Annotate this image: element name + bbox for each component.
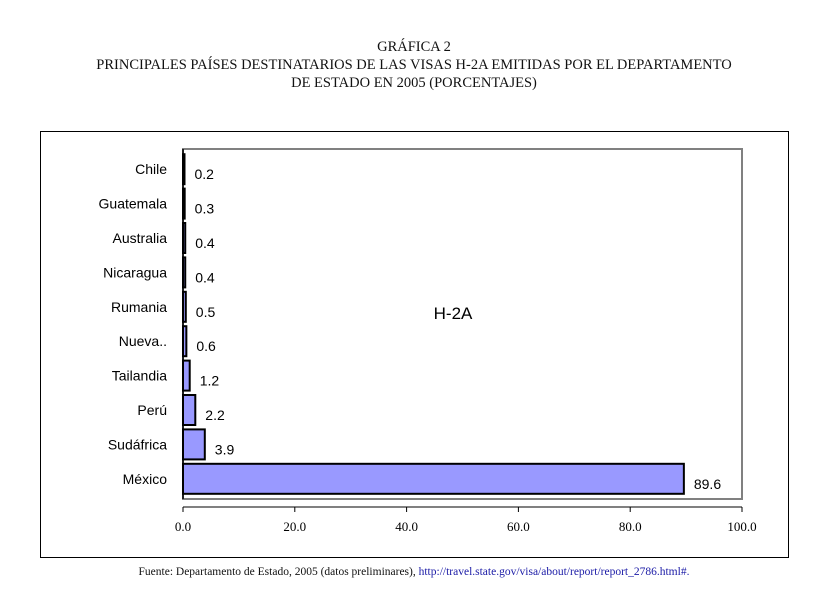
category-label: Guatemala bbox=[99, 196, 168, 212]
category-label: México bbox=[123, 471, 168, 487]
bars bbox=[182, 153, 685, 495]
category-label: Nicaragua bbox=[103, 264, 167, 280]
source-link[interactable]: http://travel.state.gov/visa/about/repor… bbox=[418, 566, 690, 578]
x-tick-label: 0.0 bbox=[175, 519, 191, 534]
category-label: Nueva.. bbox=[119, 333, 167, 349]
chart-title-line3: DE ESTADO EN 2005 (PORCENTAJES) bbox=[291, 75, 537, 91]
value-label: 0.5 bbox=[196, 304, 216, 320]
bar-7 bbox=[182, 394, 197, 426]
value-label: 1.2 bbox=[200, 373, 220, 389]
value-label: 0.3 bbox=[195, 201, 215, 217]
category-label: Australia bbox=[113, 230, 168, 246]
category-labels: Chile Guatemala Australia Nicaragua Rumania N… bbox=[99, 161, 168, 487]
value-label: 3.9 bbox=[215, 441, 235, 457]
category-label: Sudáfrica bbox=[108, 436, 167, 452]
category-label: Chile bbox=[135, 161, 167, 177]
x-tick-label: 60.0 bbox=[507, 519, 530, 534]
chart-title: GRÁFICA 2 PRINCIPALES PAÍSES DESTINATARI… bbox=[0, 38, 828, 92]
bar-8 bbox=[182, 428, 206, 461]
category-label: Rumania bbox=[111, 299, 167, 315]
source-text: Fuente: Departamento de Estado, 2005 (da… bbox=[138, 566, 419, 578]
category-label: Perú bbox=[137, 402, 167, 418]
x-axis: 0.0 20.0 40.0 60.0 80.0 100.0 bbox=[175, 506, 757, 534]
bar-6 bbox=[182, 359, 191, 392]
value-label: 0.4 bbox=[195, 269, 215, 285]
chart-frame bbox=[40, 131, 789, 558]
category-label: Tailandia bbox=[112, 368, 167, 384]
chart-title-line2: PRINCIPALES PAÍSES DESTINATARIOS DE LAS … bbox=[96, 57, 732, 73]
bar-9 bbox=[182, 462, 685, 495]
x-tick-label: 100.0 bbox=[727, 519, 756, 534]
x-tick-label: 20.0 bbox=[283, 519, 306, 534]
value-label: 89.6 bbox=[694, 476, 721, 492]
plot-area bbox=[182, 148, 743, 500]
value-label: 2.2 bbox=[205, 407, 225, 423]
x-tick-label: 40.0 bbox=[395, 519, 418, 534]
chart-title-line1: GRÁFICA 2 bbox=[377, 39, 451, 55]
series-label: H-2A bbox=[434, 304, 473, 323]
value-label: 0.6 bbox=[196, 338, 216, 354]
value-labels: 0.2 0.3 0.4 0.4 0.5 0.6 1.2 2.2 3.9 89.6 bbox=[195, 166, 722, 492]
x-tick-label: 80.0 bbox=[619, 519, 642, 534]
value-label: 0.2 bbox=[195, 166, 215, 182]
value-label: 0.4 bbox=[195, 235, 215, 251]
source-note: Fuente: Departamento de Estado, 2005 (da… bbox=[0, 566, 828, 578]
